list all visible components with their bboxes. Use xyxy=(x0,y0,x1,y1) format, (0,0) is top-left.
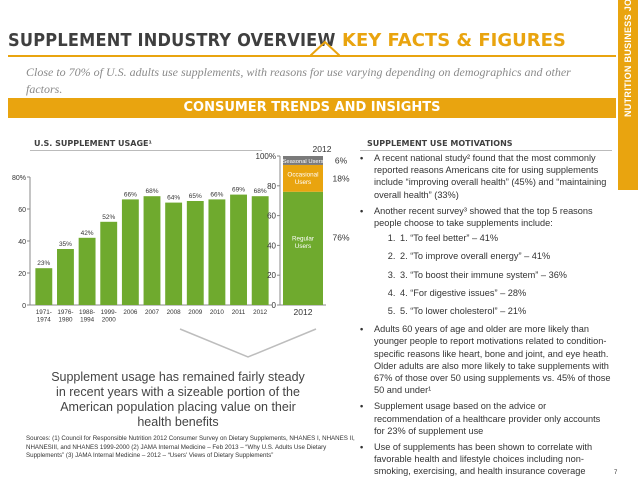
side-accent-bar xyxy=(618,0,638,190)
usage-section-title: U.S. SUPPLEMENT USAGE¹ xyxy=(34,139,153,148)
usage-x-tick-label: 1971- xyxy=(36,309,52,316)
type-y-tick-label: 40 xyxy=(267,241,276,250)
page-number: 7 xyxy=(614,470,618,476)
usage-x-tick-label: 1999- xyxy=(101,309,117,316)
usage-bar-label: 68% xyxy=(145,188,158,195)
usage-section-rule xyxy=(30,150,262,151)
usage-x-tick-label: 2008 xyxy=(167,309,182,316)
top-reason-item: 1. “To feel better” – 41% xyxy=(398,232,613,244)
summary-text: Supplement usage has remained fairly ste… xyxy=(51,370,305,429)
usage-bar-label: 23% xyxy=(37,260,50,267)
header-notch xyxy=(310,40,340,57)
top-reason-item: 3. “To boost their immune system” – 36% xyxy=(398,269,613,281)
banner-title: CONSUMER TRENDS AND INSIGHTS xyxy=(183,100,441,115)
type-y-tick-label: 80 xyxy=(267,182,276,191)
usage-y-tick-label: 80% xyxy=(12,175,26,182)
type-segment-name: Occasional xyxy=(287,171,318,178)
usage-charts: 0 20 40 60 80% 23% 1971-1974 35% 1976-1980 42% 198… xyxy=(12,144,350,324)
usage-bar-label: 66% xyxy=(210,191,223,198)
motivation-bullet: Use of supplements has been shown to cor… xyxy=(358,441,613,478)
type-segment-name: Regular xyxy=(292,235,314,242)
usage-bar xyxy=(230,194,247,305)
motivations-section-rule xyxy=(360,150,612,151)
type-segment-bar xyxy=(283,191,323,305)
type-y-tick-label: 60 xyxy=(267,212,276,221)
type-segment-value: 6% xyxy=(335,155,348,165)
type-column-title: 2012 xyxy=(313,144,332,154)
usage-bar-label: 65% xyxy=(189,193,202,200)
type-segment-bar xyxy=(283,156,323,165)
type-segment-name: Users xyxy=(295,243,311,250)
usage-bar-label: 52% xyxy=(102,214,115,221)
usage-x-tick-label: 1976- xyxy=(57,309,73,316)
usage-y-tick-label: 40 xyxy=(18,239,26,246)
top-reason-item: 5. “To lower cholesterol” – 21% xyxy=(398,305,613,317)
usage-y-tick-label: 60 xyxy=(18,207,26,214)
usage-x-tick-label: 2009 xyxy=(188,309,203,316)
section-banner xyxy=(8,98,616,118)
usage-x-tick-label: 2012 xyxy=(253,309,268,316)
usage-bar xyxy=(143,196,161,305)
type-segment-name: Users xyxy=(295,179,311,186)
page-title: SUPPLEMENT INDUSTRY OVERVIEW xyxy=(8,30,336,51)
usage-bar-label: 42% xyxy=(81,230,94,237)
side-label: NUTRITION BUSINESS JOURNAL xyxy=(623,0,633,117)
usage-x-tick-label: 2006 xyxy=(123,309,138,316)
usage-bar-label: 35% xyxy=(59,241,72,248)
motivation-bullet: Adults 60 years of age and older are mor… xyxy=(358,323,613,396)
motivations-section-title: SUPPLEMENT USE MOTIVATIONS xyxy=(367,139,513,148)
type-segment-name: Seasonal Users xyxy=(283,159,324,165)
usage-bar xyxy=(78,237,96,305)
usage-bar-label: 68% xyxy=(254,188,267,195)
usage-x-tick-label: 1980 xyxy=(58,317,73,324)
usage-x-tick-label: 2011 xyxy=(232,309,246,316)
usage-bar-label: 69% xyxy=(232,187,245,194)
usage-bar xyxy=(35,268,53,305)
usage-y-tick-label: 0 xyxy=(22,303,26,310)
usage-x-tick-label: 1988- xyxy=(79,309,95,316)
usage-bar xyxy=(165,202,183,305)
top-reasons-list: 1. “To feel better” – 41% 2. “To improve… xyxy=(374,232,613,317)
usage-bar xyxy=(121,199,139,305)
usage-y-tick-label: 20 xyxy=(18,271,26,278)
usage-x-tick-label: 2000 xyxy=(102,317,117,324)
motivation-bullet-text: Another recent survey³ showed that the t… xyxy=(374,205,593,229)
type-y-tick-label: 0 xyxy=(272,301,277,310)
top-reason-item: 4. “For digestive issues” – 28% xyxy=(398,287,613,299)
type-segment-value: 18% xyxy=(332,173,349,183)
page-subtitle: KEY FACTS & FIGURES xyxy=(342,30,566,51)
usage-bar xyxy=(57,249,74,305)
type-y-tick-label: 100% xyxy=(256,152,276,161)
chevron-down-icon xyxy=(179,328,317,358)
usage-x-tick-label: 2007 xyxy=(145,309,160,316)
motivation-bullet: Another recent survey³ showed that the t… xyxy=(358,205,613,317)
usage-bar xyxy=(251,196,269,305)
header-rule xyxy=(8,55,616,57)
usage-bar xyxy=(100,221,118,305)
type-segment-bar xyxy=(283,164,323,192)
type-y-tick-label: 20 xyxy=(267,271,276,280)
usage-bar-label: 66% xyxy=(124,191,137,198)
usage-x-tick-label: 1974 xyxy=(37,317,52,324)
usage-x-tick-label: 1994 xyxy=(80,317,95,324)
motivation-bullet: Supplement usage based on the advice or … xyxy=(358,400,613,437)
usage-bar xyxy=(186,201,204,305)
top-reason-item: 2. “To improve overall energy” – 41% xyxy=(398,250,613,262)
usage-bar-label: 64% xyxy=(167,195,180,202)
type-segment-value: 76% xyxy=(332,232,349,242)
motivations-list: A recent national study² found that the … xyxy=(358,152,613,482)
type-x-tick-label: 2012 xyxy=(294,307,313,317)
usage-x-tick-label: 2010 xyxy=(210,309,225,316)
motivation-bullet: A recent national study² found that the … xyxy=(358,152,613,201)
intro-text: Close to 70% of U.S. adults use suppleme… xyxy=(26,65,571,96)
sources-footnote: Sources: (1) Council for Responsible Nut… xyxy=(26,435,355,459)
usage-bar xyxy=(208,199,226,305)
